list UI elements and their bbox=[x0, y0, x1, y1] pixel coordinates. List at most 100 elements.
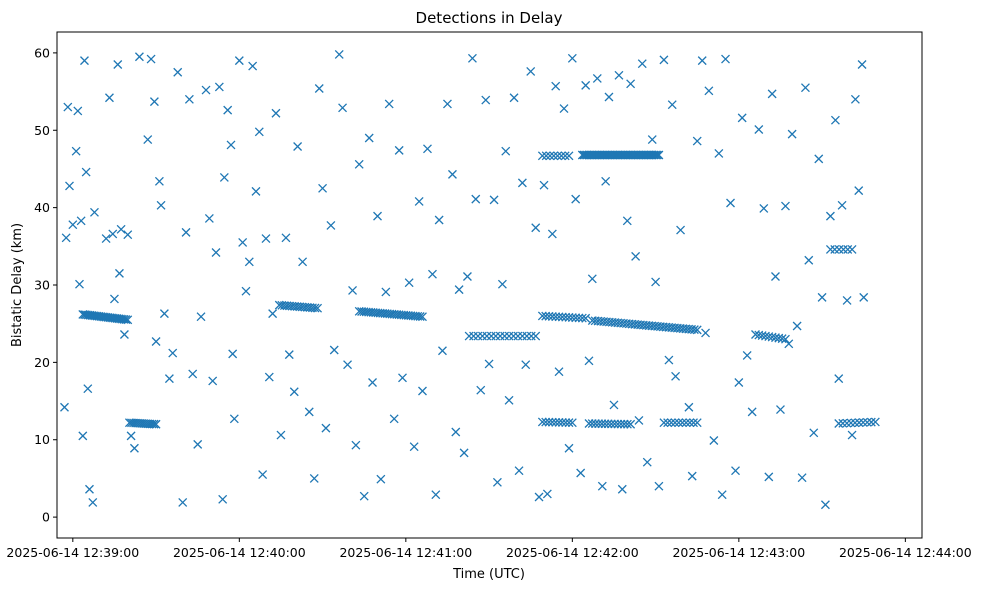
data-point bbox=[88, 497, 98, 507]
data-point bbox=[560, 151, 570, 161]
data-point bbox=[587, 419, 597, 429]
chart-title: Detections in Delay bbox=[416, 9, 563, 27]
data-point bbox=[264, 372, 274, 382]
data-point bbox=[228, 349, 238, 359]
data-point bbox=[389, 414, 399, 424]
data-point bbox=[561, 418, 571, 428]
data-point bbox=[442, 99, 452, 109]
data-point bbox=[431, 490, 441, 500]
data-point bbox=[551, 312, 561, 322]
data-point bbox=[78, 431, 88, 441]
data-point bbox=[201, 85, 211, 95]
y-tick-label: 10 bbox=[34, 432, 50, 447]
data-point bbox=[409, 442, 419, 452]
data-point bbox=[164, 374, 174, 384]
data-point bbox=[537, 311, 547, 321]
data-point bbox=[143, 135, 153, 145]
data-point bbox=[261, 234, 271, 244]
data-point bbox=[504, 331, 514, 341]
data-point bbox=[616, 419, 626, 429]
data-point bbox=[471, 194, 481, 204]
data-point bbox=[289, 387, 299, 397]
data-point bbox=[123, 230, 133, 240]
data-point bbox=[854, 186, 864, 196]
data-point bbox=[204, 214, 214, 223]
data-point bbox=[838, 418, 848, 428]
data-point bbox=[600, 419, 610, 429]
data-point bbox=[674, 418, 684, 428]
data-point bbox=[83, 384, 93, 394]
data-point bbox=[497, 279, 507, 289]
data-point bbox=[737, 113, 747, 123]
data-point bbox=[601, 176, 611, 186]
data-point bbox=[617, 484, 627, 494]
data-point bbox=[554, 312, 564, 322]
data-point bbox=[541, 151, 551, 161]
data-point bbox=[482, 331, 492, 341]
data-point bbox=[526, 66, 536, 76]
data-point bbox=[293, 142, 303, 151]
data-point bbox=[181, 227, 191, 237]
data-point bbox=[104, 93, 114, 103]
data-point bbox=[184, 94, 194, 104]
data-point bbox=[541, 417, 551, 427]
data-point bbox=[622, 216, 632, 226]
data-point bbox=[526, 331, 536, 341]
data-point bbox=[613, 419, 623, 429]
x-tick-label: 2025-06-14 12:44:00 bbox=[839, 545, 972, 560]
data-point bbox=[368, 378, 377, 387]
data-point bbox=[109, 294, 119, 304]
data-point bbox=[590, 419, 600, 429]
data-point bbox=[462, 272, 472, 281]
data-point bbox=[792, 321, 802, 331]
data-point bbox=[545, 151, 555, 161]
data-point bbox=[491, 331, 501, 341]
data-point bbox=[847, 430, 857, 440]
data-point bbox=[692, 136, 702, 146]
data-point bbox=[781, 201, 790, 211]
data-point bbox=[304, 407, 314, 417]
data-point bbox=[338, 103, 348, 113]
y-tick-label: 20 bbox=[34, 355, 50, 370]
data-point bbox=[537, 417, 547, 427]
data-point bbox=[196, 312, 206, 322]
data-point bbox=[318, 183, 328, 193]
data-point bbox=[364, 133, 374, 143]
y-tick-label: 0 bbox=[42, 510, 50, 525]
data-point bbox=[154, 176, 164, 186]
data-point bbox=[539, 180, 549, 190]
data-point bbox=[652, 150, 662, 160]
data-point bbox=[309, 473, 319, 483]
data-point bbox=[149, 97, 159, 107]
data-point bbox=[576, 468, 586, 478]
data-point bbox=[676, 225, 686, 235]
data-point bbox=[438, 346, 447, 356]
data-point bbox=[594, 419, 604, 429]
data-point bbox=[709, 436, 719, 445]
data-point bbox=[714, 149, 724, 158]
y-tick-label: 30 bbox=[34, 278, 50, 293]
data-point bbox=[571, 194, 581, 204]
data-point bbox=[574, 313, 584, 323]
data-point bbox=[689, 418, 698, 428]
data-point bbox=[284, 350, 294, 360]
data-point bbox=[373, 211, 382, 221]
data-point bbox=[193, 439, 203, 449]
data-point bbox=[434, 215, 444, 225]
data-point bbox=[870, 417, 880, 427]
data-point bbox=[469, 331, 479, 341]
data-point bbox=[168, 348, 178, 358]
data-point bbox=[817, 292, 827, 302]
data-point bbox=[258, 470, 268, 480]
data-point bbox=[348, 285, 358, 295]
data-point bbox=[701, 328, 711, 338]
data-point bbox=[692, 325, 702, 335]
data-point bbox=[567, 313, 577, 323]
data-point bbox=[671, 371, 681, 381]
data-point bbox=[334, 49, 344, 59]
data-point bbox=[659, 418, 669, 428]
data-point bbox=[551, 417, 561, 427]
data-point bbox=[606, 419, 616, 429]
data-point bbox=[581, 313, 591, 323]
data-point bbox=[268, 309, 278, 319]
